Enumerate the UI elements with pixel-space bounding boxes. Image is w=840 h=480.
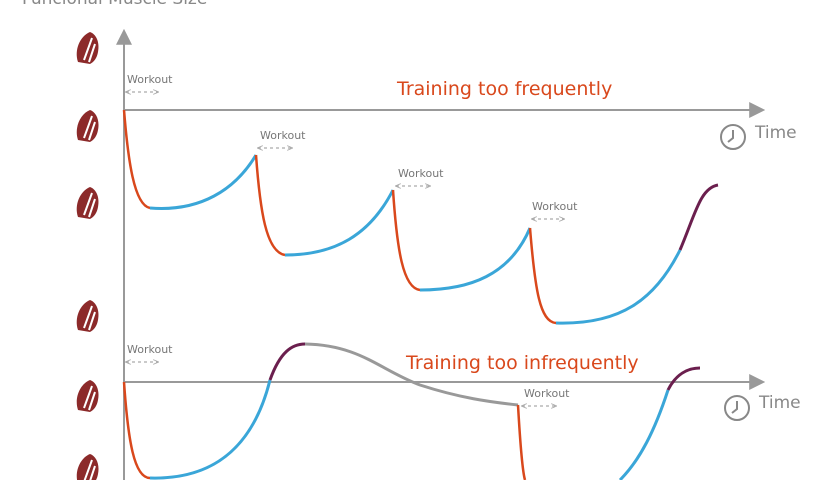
frequent-curve <box>122 109 719 325</box>
title: Funcional Muscle Size <box>22 0 207 9</box>
axes <box>116 28 766 480</box>
section-heading: Training too infrequently <box>405 352 639 374</box>
infrequent-curve <box>122 342 701 480</box>
clock-icon <box>724 395 750 421</box>
workout-label: Workout <box>127 73 173 86</box>
workout-label: Workout <box>260 129 306 142</box>
time-label: Time <box>758 393 801 413</box>
muscle-icons <box>75 31 100 480</box>
workout-label: Workout <box>398 167 444 180</box>
section-heading: Training too frequently <box>396 78 612 100</box>
workout-label: Workout <box>127 343 173 356</box>
clock-icon <box>720 124 746 150</box>
time-label: Time <box>754 123 797 143</box>
workout-label: Workout <box>524 387 570 400</box>
workout-label: Workout <box>532 200 578 213</box>
workout-markers <box>126 92 564 406</box>
